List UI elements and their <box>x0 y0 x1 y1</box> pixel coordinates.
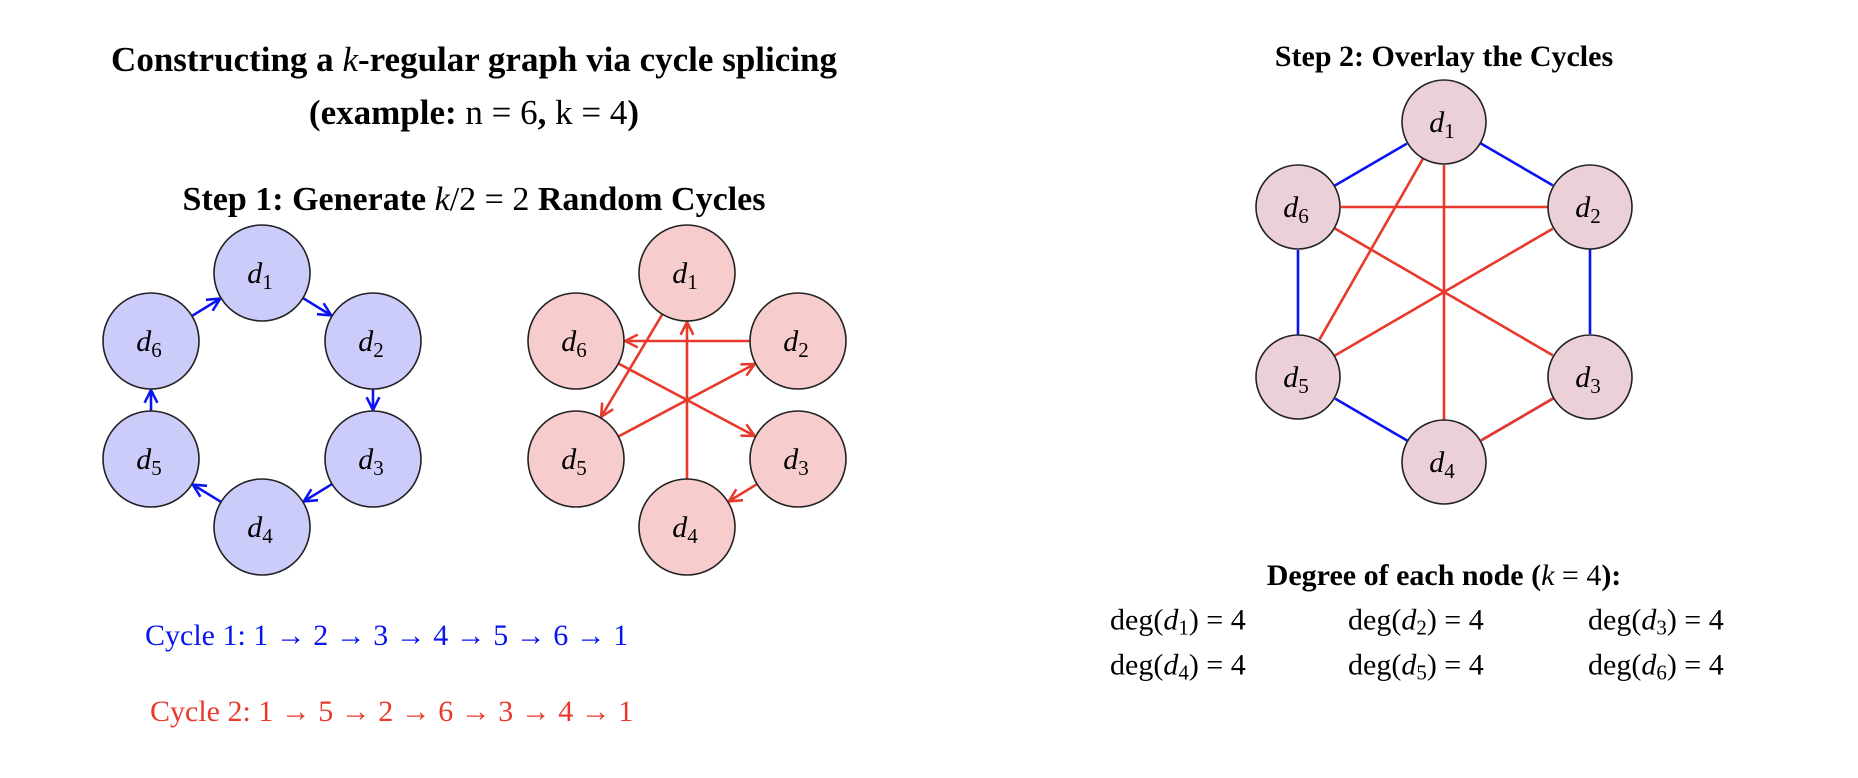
node-label: d4 <box>672 511 698 548</box>
node-label: d4 <box>247 511 273 548</box>
node-d3: d3 <box>1547 334 1633 420</box>
node-d4: d4 <box>1401 419 1487 505</box>
node-d1: d1 <box>638 224 736 322</box>
node-d2: d2 <box>324 292 422 390</box>
node-circle <box>638 224 736 322</box>
title-text: Constructing a <box>111 40 343 79</box>
node-d6: d6 <box>102 292 200 390</box>
degree-item: deg(d5) = 4 <box>1348 648 1484 685</box>
node-d6: d6 <box>1255 164 1341 250</box>
step1-math: k <box>434 181 450 218</box>
cycle1-label: Cycle 1: 1 → 2 → 3 → 4 → 5 → 6 → 1 <box>145 619 629 652</box>
node-label: d1 <box>672 257 698 294</box>
node-circle <box>213 224 311 322</box>
node-label: d6 <box>136 325 162 362</box>
step1-text: Step 1: Generate <box>182 181 435 218</box>
node-label: d5 <box>1283 361 1309 398</box>
node-circle <box>1401 419 1487 505</box>
node-d2: d2 <box>749 292 847 390</box>
degree-heading: Degree of each node (k = 4): <box>1267 559 1622 593</box>
edge-3-4 <box>729 482 758 501</box>
node-d6: d6 <box>527 292 625 390</box>
node-circle <box>1401 79 1487 165</box>
degree-heading-math: = 4 <box>1554 559 1602 592</box>
cycle2-label: Cycle 2: 1 → 5 → 2 → 6 → 3 → 4 → 1 <box>150 695 634 728</box>
overlay-graph: d1 d2 d3 d4 d5 d6 <box>1255 79 1633 505</box>
node-circle <box>213 478 311 576</box>
degree-item: deg(d6) = 4 <box>1588 648 1724 685</box>
edge-1-5 <box>601 313 664 417</box>
node-circle <box>749 292 847 390</box>
node-d2: d2 <box>1547 164 1633 250</box>
node-d1: d1 <box>1401 79 1487 165</box>
title-text: , <box>537 93 556 132</box>
node-d4: d4 <box>213 478 311 576</box>
title-text: (example: <box>308 93 466 132</box>
step1-text: Random Cycles <box>529 181 766 218</box>
node-circle <box>527 410 625 508</box>
edge-3-4 <box>304 482 333 501</box>
degree-heading-text: ): <box>1601 559 1622 592</box>
degree-heading-math: k <box>1541 559 1555 592</box>
node-label: d2 <box>783 325 809 362</box>
node-circle <box>102 292 200 390</box>
node-d4: d4 <box>638 478 736 576</box>
node-label: d1 <box>1429 106 1455 143</box>
node-label: d3 <box>1575 361 1601 398</box>
node-d5: d5 <box>102 410 200 508</box>
node-circle <box>324 410 422 508</box>
node-circle <box>1547 334 1633 420</box>
node-label: d2 <box>1575 191 1601 228</box>
title-math-k: k <box>342 40 358 79</box>
node-d5: d5 <box>1255 334 1341 420</box>
edge-1-2 <box>302 296 331 315</box>
node-label: d4 <box>1429 446 1455 483</box>
title-line-1: Constructing a k-regular graph via cycle… <box>111 40 837 80</box>
title-math-k: k = 4 <box>555 93 628 132</box>
title-line-2: (example: n = 6, k = 4) <box>309 93 639 133</box>
edge-4-5 <box>193 485 222 504</box>
step1-math: /2 = 2 <box>449 181 530 218</box>
cycle1-graph: d1 d2 d3 d4 d5 d6 <box>102 224 422 576</box>
edge-6-1 <box>191 299 220 318</box>
degree-item: deg(d2) = 4 <box>1348 603 1484 640</box>
node-d1: d1 <box>213 224 311 322</box>
title-text: ) <box>627 93 640 132</box>
node-label: d5 <box>136 443 162 480</box>
node-d5: d5 <box>527 410 625 508</box>
node-d3: d3 <box>749 410 847 508</box>
node-label: d3 <box>358 443 384 480</box>
degree-item: deg(d1) = 4 <box>1110 603 1246 640</box>
node-label: d6 <box>1283 191 1309 228</box>
node-label: d2 <box>358 325 384 362</box>
title-text: -regular graph via cycle splicing <box>357 40 837 79</box>
title-math-n: n = 6 <box>465 93 538 132</box>
edge-4-5 <box>1334 397 1409 442</box>
node-label: d1 <box>247 257 273 294</box>
edge-1-2 <box>1479 142 1554 187</box>
node-label: d3 <box>783 443 809 480</box>
node-circle <box>527 292 625 390</box>
node-circle <box>749 410 847 508</box>
node-circle <box>1255 334 1341 420</box>
node-label: d5 <box>561 443 587 480</box>
node-d3: d3 <box>324 410 422 508</box>
degree-item: deg(d3) = 4 <box>1588 603 1724 640</box>
edge-6-1 <box>1333 142 1408 187</box>
step1-heading: Step 1: Generate k/2 = 2 Random Cycles <box>183 181 766 219</box>
node-circle <box>102 410 200 508</box>
node-circle <box>1547 164 1633 250</box>
edge-3-4 <box>1480 397 1555 442</box>
node-circle <box>1255 164 1341 250</box>
node-circle <box>638 478 736 576</box>
degree-item: deg(d4) = 4 <box>1110 648 1246 685</box>
step2-heading: Step 2: Overlay the Cycles <box>1274 40 1614 73</box>
node-circle <box>324 292 422 390</box>
cycle2-graph: d1 d2 d3 d4 d5 d6 <box>527 224 847 576</box>
degree-heading-text: Degree of each node ( <box>1266 559 1542 592</box>
node-label: d6 <box>561 325 587 362</box>
